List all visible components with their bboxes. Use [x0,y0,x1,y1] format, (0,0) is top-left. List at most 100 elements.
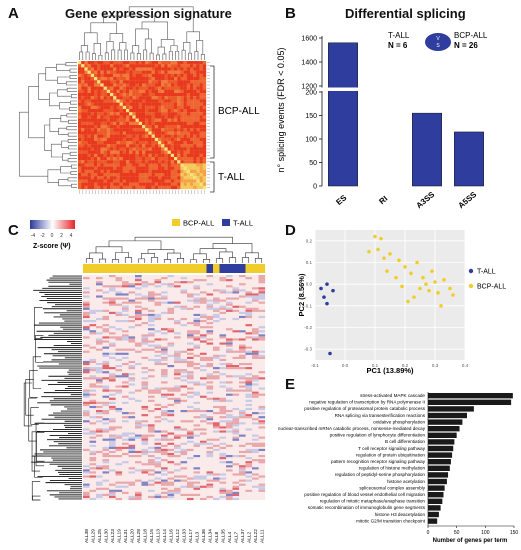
heatmap-cell [109,389,116,392]
heatmap-cell [258,416,266,419]
heatmap-cell [102,385,110,388]
heatmap-cell [167,389,175,392]
heatmap-cell [106,166,111,170]
heatmap-cell [83,307,90,310]
heatmap-cell [132,125,136,129]
heatmap-cell [115,497,123,501]
heatmap-cell [252,332,259,335]
heatmap-cell [110,96,114,100]
heatmap-cell [186,112,191,116]
heatmap-cell [96,420,103,423]
dendrogram-branch [111,49,116,60]
heatmap-cell [110,169,114,174]
panel-a-label: A [8,5,19,22]
heatmap-cell [170,77,175,81]
heatmap-cell [135,491,142,494]
heatmap-cell [161,153,165,158]
heatmap-cell [213,354,220,357]
heatmap-cell [122,182,127,186]
group-cell [187,264,194,273]
dendrogram-branch [136,52,141,60]
heatmap-cell [164,134,168,138]
heatmap-cell [170,61,175,65]
heatmap-cell [84,61,88,65]
heatmap-cell [89,440,97,443]
heatmap-cell [154,285,162,288]
heatmap-cell [103,144,107,148]
heatmap-cell [116,109,120,113]
heatmap-cell [128,338,136,341]
heatmap-cell [154,83,159,87]
heatmap-cell [167,354,175,357]
heatmap-cell [151,134,155,138]
heatmap-cell [94,163,98,167]
heatmap-cell [109,275,116,278]
heatmap-cell [183,109,187,113]
heatmap-cell [148,70,152,74]
heatmap-cell [161,64,165,68]
heatmap-cell [161,182,165,186]
heatmap-cell [103,96,107,100]
heatmap-cell [135,150,139,154]
heatmap-cell [100,185,104,190]
heatmap-cell [154,281,162,284]
heatmap-cell [97,150,101,154]
heatmap-cell [226,497,233,501]
panel-a-bcp-bracket [210,65,215,159]
heatmap-cell [196,105,200,110]
heatmap-cell [94,137,98,142]
heatmap-cell [187,440,194,443]
panel-d-legend-bcp: BCP-ALL [477,284,506,291]
heatmap-cell [122,150,127,154]
heatmap-cell [122,125,127,129]
heatmap-cell [90,121,95,126]
heatmap-cell [97,147,101,151]
heatmap-cell [190,121,194,126]
heatmap-cell [94,182,98,186]
heatmap-cell [161,469,168,472]
heatmap-cell [135,182,139,186]
heatmap-cell [193,324,201,327]
dendrogram-branch [45,67,58,81]
heatmap-cell [180,121,184,126]
heatmap-cell [206,446,214,449]
heatmap-cell [174,96,178,100]
heatmap-cell [183,89,187,94]
heatmap-cell [116,131,120,135]
heatmap-cell [154,73,159,78]
dendrogram-branch [38,73,50,100]
heatmap-cell [84,105,88,110]
dendrogram-branch [132,45,140,54]
x-tick-label: 0 [427,530,430,536]
heatmap-cell [83,485,90,488]
heatmap-cell [174,89,178,94]
heatmap-cell [110,153,114,158]
heatmap-cell [83,336,90,339]
point-bcp-all [451,293,455,297]
heatmap-cell [126,109,130,113]
heatmap-cell [167,73,171,78]
heatmap-cell [154,416,162,419]
heatmap-cell [126,137,130,142]
heatmap-cell [100,77,104,81]
heatmap-cell [102,328,110,331]
heatmap-cell [109,405,116,409]
heatmap-cell [128,365,136,368]
heatmap-cell [87,77,91,81]
heatmap-cell [138,73,143,78]
heatmap-cell [106,115,111,119]
heatmap-cell [226,430,233,433]
heatmap-cell [122,112,127,116]
heatmap-cell [154,315,162,319]
heatmap-cell [202,153,207,158]
heatmap-cell [148,73,152,78]
heatmap-cell [96,342,103,345]
heatmap-cell [122,144,127,148]
heatmap-cell [102,487,110,490]
heatmap-cell [141,348,149,351]
heatmap-cell [103,182,107,186]
heatmap-cell [219,446,227,449]
heatmap-cell [96,410,103,413]
heatmap-cell [128,373,136,376]
heatmap-cell [151,64,155,68]
